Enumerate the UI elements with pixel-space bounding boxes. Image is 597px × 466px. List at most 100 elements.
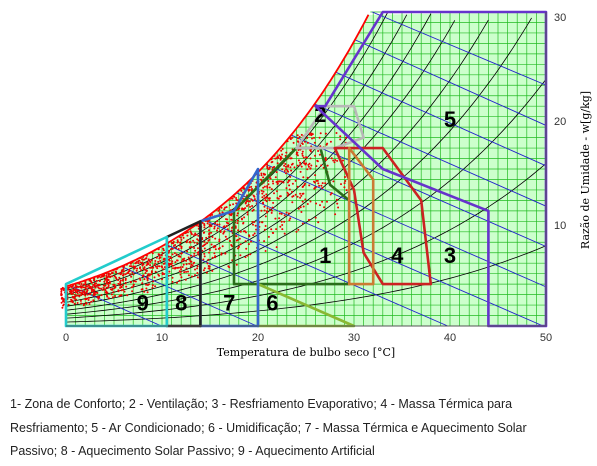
data-point: [142, 263, 145, 266]
data-point: [148, 283, 150, 286]
data-point: [300, 133, 303, 136]
data-point: [345, 189, 348, 192]
data-point: [232, 203, 235, 206]
data-point: [143, 266, 146, 269]
data-point: [250, 185, 253, 188]
data-point: [61, 306, 64, 309]
enthalpy-line: [290, 134, 547, 247]
data-point: [118, 295, 121, 298]
data-point: [183, 271, 186, 274]
data-point: [153, 276, 156, 279]
data-point: [80, 294, 83, 297]
data-point: [281, 224, 284, 226]
data-point: [220, 253, 223, 256]
data-point: [260, 174, 263, 177]
data-point: [279, 225, 282, 228]
data-point: [280, 149, 283, 152]
data-point: [298, 136, 301, 138]
data-point: [81, 292, 84, 295]
data-point: [182, 263, 185, 266]
data-point: [280, 180, 283, 183]
data-point: [107, 273, 110, 276]
data-point: [129, 273, 132, 276]
data-point: [299, 170, 302, 173]
data-point: [73, 302, 76, 305]
data-point: [244, 201, 247, 204]
data-point: [212, 246, 215, 249]
data-point: [263, 209, 266, 212]
data-point: [214, 245, 217, 248]
data-point: [299, 192, 302, 195]
data-point: [271, 231, 274, 234]
data-point: [188, 262, 191, 265]
y-axis-title: Razão de Umidade - w[g/kg]: [579, 91, 592, 249]
data-point: [147, 262, 150, 265]
data-point: [336, 202, 339, 205]
enthalpy-line: [372, 11, 547, 86]
data-point: [92, 293, 95, 295]
data-point: [84, 294, 87, 297]
data-point: [196, 276, 199, 279]
data-point: [187, 256, 190, 259]
data-point: [230, 218, 233, 221]
data-point: [179, 270, 182, 273]
data-point: [179, 273, 182, 276]
data-point: [146, 276, 149, 279]
data-point: [107, 283, 110, 285]
data-point: [305, 156, 307, 159]
data-point: [308, 184, 311, 187]
data-point: [71, 295, 74, 298]
data-point: [303, 162, 306, 165]
data-point: [154, 262, 157, 265]
data-point: [217, 209, 220, 212]
data-point: [329, 140, 332, 143]
zone-1-outline: [232, 146, 351, 286]
data-point: [60, 301, 63, 304]
data-point: [196, 265, 199, 268]
data-point: [287, 212, 290, 215]
data-point: [109, 276, 112, 279]
data-point: [237, 247, 239, 250]
data-point: [186, 239, 189, 242]
data-point: [184, 278, 187, 281]
data-point: [72, 290, 75, 292]
zone-9-label: 9: [137, 290, 149, 315]
data-point: [304, 163, 307, 165]
data-point: [90, 290, 93, 293]
data-point: [291, 201, 294, 204]
data-point: [268, 199, 271, 202]
data-point: [189, 265, 192, 268]
data-point: [139, 266, 142, 269]
data-point: [300, 211, 303, 213]
data-point: [332, 159, 335, 162]
data-point: [91, 285, 94, 288]
data-point: [203, 247, 206, 250]
data-point: [284, 172, 287, 175]
data-point: [205, 271, 208, 274]
data-point: [172, 240, 175, 243]
caption-line-3: Passivo; 8 - Aquecimento Solar Passivo; …: [10, 444, 375, 458]
y-tick-10: 10: [554, 220, 566, 232]
data-point: [180, 260, 183, 263]
zone-2-outline: [295, 104, 365, 150]
data-point: [202, 258, 205, 261]
data-point: [161, 278, 163, 281]
data-point: [156, 267, 159, 270]
data-point: [313, 187, 316, 190]
data-point: [104, 284, 107, 287]
data-point: [203, 231, 206, 234]
data-point: [60, 297, 63, 300]
zone-3-label: 3: [444, 243, 456, 268]
data-point: [279, 158, 282, 161]
data-point: [218, 240, 221, 243]
data-point: [135, 269, 138, 272]
data-point: [193, 234, 196, 237]
data-point: [118, 272, 121, 275]
data-point: [100, 287, 102, 290]
data-point: [86, 285, 88, 288]
data-point: [77, 286, 80, 288]
data-point: [108, 282, 111, 285]
data-point: [90, 281, 93, 284]
data-point: [204, 243, 207, 246]
data-point: [320, 164, 323, 167]
